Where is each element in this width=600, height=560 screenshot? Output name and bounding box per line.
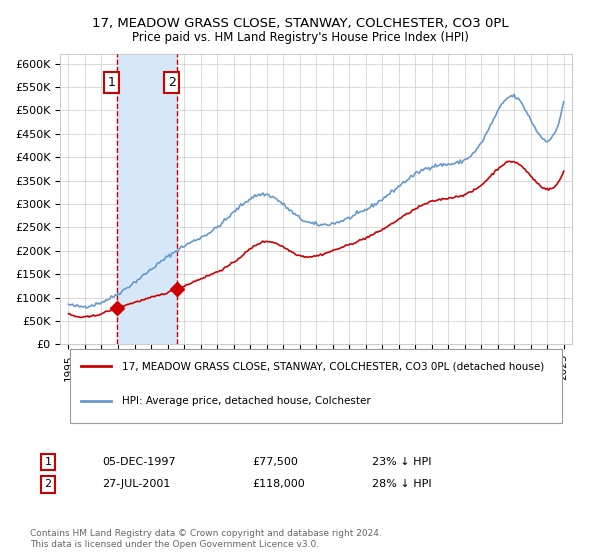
Text: 17, MEADOW GRASS CLOSE, STANWAY, COLCHESTER, CO3 0PL: 17, MEADOW GRASS CLOSE, STANWAY, COLCHES…	[92, 17, 508, 30]
Text: 23% ↓ HPI: 23% ↓ HPI	[372, 457, 431, 467]
Text: HPI: Average price, detached house, Colchester: HPI: Average price, detached house, Colc…	[122, 396, 370, 406]
Bar	[116, 54, 177, 344]
Text: 05-DEC-1997: 05-DEC-1997	[102, 457, 176, 467]
Text: 27-JUL-2001: 27-JUL-2001	[102, 479, 170, 489]
Text: 28% ↓ HPI: 28% ↓ HPI	[372, 479, 431, 489]
Text: Contains HM Land Registry data © Crown copyright and database right 2024.
This d: Contains HM Land Registry data © Crown c…	[30, 529, 382, 549]
Text: £118,000: £118,000	[252, 479, 305, 489]
Text: 2: 2	[168, 76, 176, 89]
Text: £77,500: £77,500	[252, 457, 298, 467]
Text: 1: 1	[44, 457, 52, 467]
Text: 1: 1	[108, 76, 116, 89]
Text: 17, MEADOW GRASS CLOSE, STANWAY, COLCHESTER, CO3 0PL (detached house): 17, MEADOW GRASS CLOSE, STANWAY, COLCHES…	[122, 361, 544, 371]
Text: Price paid vs. HM Land Registry's House Price Index (HPI): Price paid vs. HM Land Registry's House …	[131, 31, 469, 44]
FancyBboxPatch shape	[70, 349, 562, 423]
Text: 2: 2	[44, 479, 52, 489]
